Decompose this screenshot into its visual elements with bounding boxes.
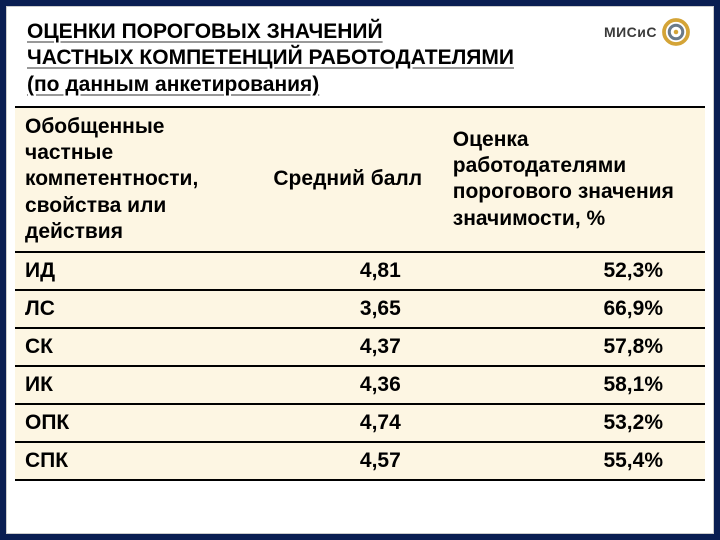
row-score: 4,81 [263, 252, 442, 290]
logo-icon [661, 17, 691, 47]
row-score: 4,57 [263, 442, 442, 480]
header-col-1: Обобщенные частные компетентности, свойс… [15, 107, 263, 252]
title-line-2: ЧАСТНЫХ КОМПЕТЕНЦИЙ РАБОТОДАТЕЛЯМИ [27, 46, 514, 69]
row-code: ИД [15, 252, 263, 290]
row-pct: 52,3% [443, 252, 705, 290]
title-line-1: ОЦЕНКИ ПОРОГОВЫХ ЗНАЧЕНИЙ [27, 20, 383, 43]
row-score: 3,65 [263, 290, 442, 328]
row-code: ОПК [15, 404, 263, 442]
table-row: ИК 4,36 58,1% [15, 366, 705, 404]
slide: МИСиС ОЦЕНКИ ПОРОГОВЫХ ЗНАЧЕНИЙ ЧАСТНЫХ … [6, 6, 714, 534]
row-pct: 58,1% [443, 366, 705, 404]
title-line-3: (по данным анкетирования) [27, 73, 319, 96]
table-header-row: Обобщенные частные компетентности, свойс… [15, 107, 705, 252]
row-pct: 53,2% [443, 404, 705, 442]
logo-text: МИСиС [604, 24, 657, 40]
table-container: Обобщенные частные компетентности, свойс… [7, 106, 713, 489]
row-code: СК [15, 328, 263, 366]
header-col-3: Оценка работодателями порогового значени… [443, 107, 705, 252]
slide-title: ОЦЕНКИ ПОРОГОВЫХ ЗНАЧЕНИЙ ЧАСТНЫХ КОМПЕТ… [27, 19, 693, 98]
table-row: СПК 4,57 55,4% [15, 442, 705, 480]
row-code: ЛС [15, 290, 263, 328]
header: МИСиС ОЦЕНКИ ПОРОГОВЫХ ЗНАЧЕНИЙ ЧАСТНЫХ … [7, 7, 713, 106]
row-pct: 57,8% [443, 328, 705, 366]
table-row: ЛС 3,65 66,9% [15, 290, 705, 328]
row-score: 4,36 [263, 366, 442, 404]
table-row: ОПК 4,74 53,2% [15, 404, 705, 442]
header-col-2: Средний балл [263, 107, 442, 252]
row-score: 4,74 [263, 404, 442, 442]
row-code: ИК [15, 366, 263, 404]
table-row: СК 4,37 57,8% [15, 328, 705, 366]
competency-table: Обобщенные частные компетентности, свойс… [15, 106, 705, 481]
table-row: ИД 4,81 52,3% [15, 252, 705, 290]
logo: МИСиС [604, 17, 691, 47]
row-pct: 66,9% [443, 290, 705, 328]
row-score: 4,37 [263, 328, 442, 366]
row-code: СПК [15, 442, 263, 480]
row-pct: 55,4% [443, 442, 705, 480]
